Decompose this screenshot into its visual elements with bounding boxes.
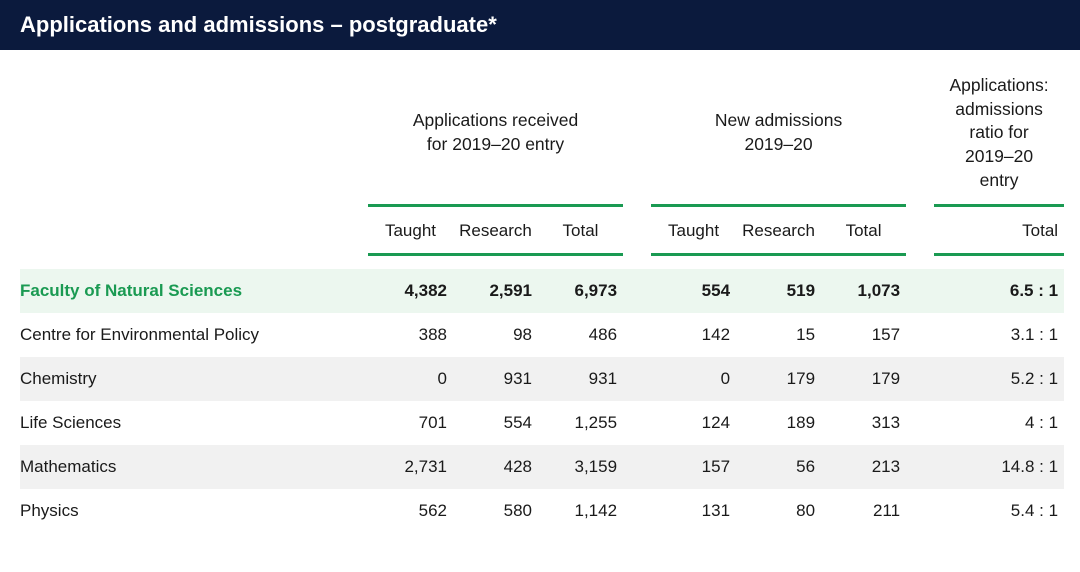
table-row: Faculty of Natural Sciences 4,3822,5916,9… xyxy=(20,269,1064,313)
row-name: Centre for Environmental Policy xyxy=(20,313,340,357)
cell-ratio: 6.5 : 1 xyxy=(934,269,1064,313)
cell-apps-total: 486 xyxy=(538,313,623,357)
cell-adm-taught: 0 xyxy=(651,357,736,401)
row-name: Faculty of Natural Sciences xyxy=(20,269,340,313)
group-header-admissions: New admissions 2019–20 xyxy=(651,50,906,204)
row-name: Physics xyxy=(20,489,340,533)
table-container: Applications received for 2019–20 entry … xyxy=(0,50,1080,533)
cell-apps-research: 98 xyxy=(453,313,538,357)
cell-adm-research: 80 xyxy=(736,489,821,533)
cell-apps-total: 1,142 xyxy=(538,489,623,533)
cell-adm-taught: 142 xyxy=(651,313,736,357)
cell-adm-total: 157 xyxy=(821,313,906,357)
cell-apps-taught: 701 xyxy=(368,401,453,445)
cell-apps-taught: 2,731 xyxy=(368,445,453,489)
cell-ratio: 3.1 : 1 xyxy=(934,313,1064,357)
cell-apps-research: 580 xyxy=(453,489,538,533)
col-adm-research: Research xyxy=(736,206,821,254)
col-apps-taught: Taught xyxy=(368,206,453,254)
cell-ratio: 5.4 : 1 xyxy=(934,489,1064,533)
cell-adm-research: 189 xyxy=(736,401,821,445)
group-header-row: Applications received for 2019–20 entry … xyxy=(20,50,1064,204)
cell-ratio: 4 : 1 xyxy=(934,401,1064,445)
cell-adm-research: 56 xyxy=(736,445,821,489)
sub-header-row: Taught Research Total Taught Research To… xyxy=(20,206,1064,254)
col-apps-research: Research xyxy=(453,206,538,254)
page-title: Applications and admissions – postgradua… xyxy=(0,0,1080,50)
table-row: Mathematics 2,7314283,159 15756213 14.8 : 1 xyxy=(20,445,1064,489)
group-header-ratio: Applications: admissions ratio for 2019–… xyxy=(934,50,1064,204)
cell-adm-research: 519 xyxy=(736,269,821,313)
table-row: Life Sciences 7015541,255 124189313 4 : 1 xyxy=(20,401,1064,445)
col-adm-total: Total xyxy=(821,206,906,254)
cell-adm-total: 313 xyxy=(821,401,906,445)
col-adm-taught: Taught xyxy=(651,206,736,254)
cell-adm-total: 179 xyxy=(821,357,906,401)
row-name: Chemistry xyxy=(20,357,340,401)
cell-adm-total: 1,073 xyxy=(821,269,906,313)
cell-apps-taught: 562 xyxy=(368,489,453,533)
admissions-table: Applications received for 2019–20 entry … xyxy=(20,50,1064,533)
cell-adm-taught: 157 xyxy=(651,445,736,489)
table-row: Physics 5625801,142 13180211 5.4 : 1 xyxy=(20,489,1064,533)
cell-ratio: 14.8 : 1 xyxy=(934,445,1064,489)
col-apps-total: Total xyxy=(538,206,623,254)
cell-ratio: 5.2 : 1 xyxy=(934,357,1064,401)
cell-apps-taught: 0 xyxy=(368,357,453,401)
cell-apps-research: 2,591 xyxy=(453,269,538,313)
cell-adm-total: 213 xyxy=(821,445,906,489)
cell-apps-research: 428 xyxy=(453,445,538,489)
cell-adm-taught: 124 xyxy=(651,401,736,445)
table-row: Centre for Environmental Policy 38898486 1… xyxy=(20,313,1064,357)
group-header-applications: Applications received for 2019–20 entry xyxy=(368,50,623,204)
cell-apps-total: 931 xyxy=(538,357,623,401)
col-ratio-total: Total xyxy=(934,206,1064,254)
cell-apps-taught: 388 xyxy=(368,313,453,357)
blank-header xyxy=(20,50,340,204)
cell-apps-research: 931 xyxy=(453,357,538,401)
cell-adm-research: 15 xyxy=(736,313,821,357)
cell-apps-total: 6,973 xyxy=(538,269,623,313)
row-name: Life Sciences xyxy=(20,401,340,445)
cell-apps-total: 3,159 xyxy=(538,445,623,489)
cell-adm-research: 179 xyxy=(736,357,821,401)
cell-apps-total: 1,255 xyxy=(538,401,623,445)
cell-adm-taught: 131 xyxy=(651,489,736,533)
cell-adm-total: 211 xyxy=(821,489,906,533)
row-name: Mathematics xyxy=(20,445,340,489)
cell-apps-taught: 4,382 xyxy=(368,269,453,313)
cell-apps-research: 554 xyxy=(453,401,538,445)
cell-adm-taught: 554 xyxy=(651,269,736,313)
table-row: Chemistry093193101791795.2 : 1 xyxy=(20,357,1064,401)
